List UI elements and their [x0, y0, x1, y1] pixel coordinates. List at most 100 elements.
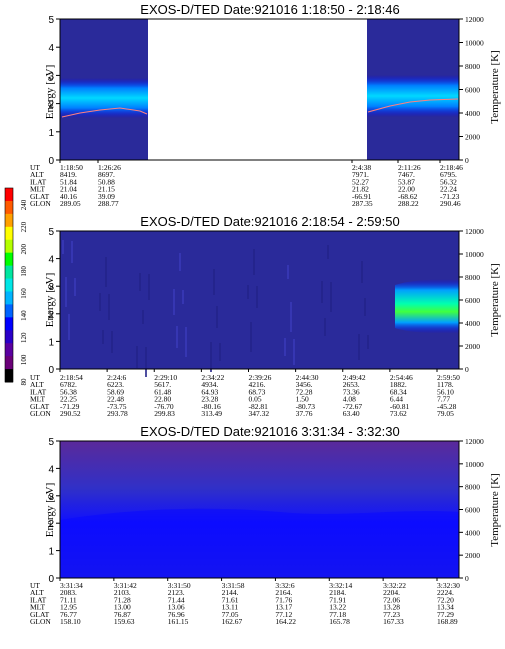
- table-cell: 3456.: [296, 380, 313, 389]
- panel-2-orbit-table: UTALTILATMLTGLATGLON2:18:546782.56.3822.…: [30, 369, 460, 418]
- table-cell: 13.34: [437, 603, 454, 612]
- noise-streak: [213, 269, 215, 295]
- table-cell: 2083.: [60, 588, 77, 597]
- table-row-label: ILAT: [30, 595, 47, 604]
- table-row-label: GLAT: [30, 402, 50, 411]
- table-cell: 290.52: [60, 409, 81, 418]
- table-cell: -71.23: [440, 192, 460, 201]
- table-cell: 8419.: [60, 170, 77, 179]
- table-cell: 3:31:50: [168, 581, 191, 590]
- noise-streak: [74, 278, 76, 296]
- noise-streak: [287, 265, 289, 279]
- y-tick-label: 4: [48, 43, 54, 54]
- table-cell: 50.88: [98, 177, 115, 186]
- table-cell: 4216.: [249, 380, 266, 389]
- y-tick-label: 5: [48, 15, 54, 26]
- table-cell: -71.29: [60, 402, 80, 411]
- panel-3-lower-band: [60, 508, 459, 578]
- noise-streak: [361, 261, 363, 283]
- table-cell: 56.32: [440, 177, 457, 186]
- table-cell: 71.11: [60, 595, 77, 604]
- table-cell: 56.38: [60, 387, 77, 396]
- y2-tick-label: 10000: [465, 460, 484, 469]
- table-cell: 68.34: [390, 387, 407, 396]
- y2-tick-label: 6000: [465, 296, 480, 305]
- table-row-label: MLT: [30, 603, 46, 612]
- table-cell: -80.16: [201, 402, 221, 411]
- y-tick-label: 0: [48, 365, 54, 376]
- table-cell: 0.05: [249, 395, 262, 404]
- noise-streak: [330, 282, 332, 312]
- table-cell: 4934.: [201, 380, 218, 389]
- table-cell: 13.00: [114, 603, 131, 612]
- noise-streak: [216, 306, 218, 328]
- panel-1-band-1: [60, 78, 148, 118]
- panel-2-y-ticks: 0 1 2 3 4 5: [48, 227, 60, 376]
- colorbar-tick-label: 160: [20, 288, 28, 299]
- table-cell: -66.91: [352, 192, 372, 201]
- panel-1-temperature-trace-2: [367, 98, 459, 113]
- y-tick-label: 2: [48, 100, 54, 111]
- table-cell: 2:18:54: [60, 373, 83, 382]
- table-cell: 164.22: [275, 617, 296, 626]
- table-cell: 165.78: [329, 617, 350, 626]
- table-cell: 7467.: [398, 170, 415, 179]
- table-cell: 313.49: [201, 409, 222, 418]
- y2-tick-label: 6000: [465, 86, 480, 95]
- y2-tick-label: 0: [465, 365, 469, 374]
- table-cell: 287.35: [352, 199, 373, 208]
- noise-streak: [145, 347, 147, 377]
- noise-streak: [99, 293, 101, 311]
- table-cell: 64.93: [201, 387, 218, 396]
- table-cell: -68.62: [398, 192, 418, 201]
- colorbar-swatch: [5, 304, 13, 318]
- panel-1: EXOS-D/TED Date:921016 1:18:50 - 2:18:46…: [30, 2, 501, 208]
- table-cell: 52.27: [352, 177, 369, 186]
- noise-streak: [293, 339, 295, 365]
- table-cell: 288.22: [398, 199, 419, 208]
- table-cell: 2:24:6: [107, 373, 126, 382]
- colorbar-swatch: [5, 213, 13, 228]
- table-cell: -76.70: [154, 402, 174, 411]
- y-tick-label: 3: [48, 492, 54, 503]
- noise-streak: [253, 249, 255, 275]
- noise-streak: [108, 294, 110, 320]
- table-cell: 13.28: [383, 603, 400, 612]
- table-row-label: MLT: [30, 185, 46, 194]
- noise-streak: [71, 241, 73, 263]
- panel-2-y2-ticks: 0 2000 4000 6000 8000 10000 12000: [459, 227, 484, 374]
- table-cell: 51.84: [60, 177, 77, 186]
- table-cell: -60.81: [390, 402, 410, 411]
- table-cell: 13.11: [222, 603, 239, 612]
- table-cell: 3:31:58: [222, 581, 245, 590]
- y2-tick-label: 12000: [465, 227, 484, 236]
- y-tick-label: 0: [48, 574, 54, 585]
- table-cell: 2184.: [329, 588, 346, 597]
- table-row-label: GLON: [30, 409, 51, 418]
- table-cell: 76.77: [60, 610, 77, 619]
- table-cell: -82.81: [249, 402, 269, 411]
- table-cell: 3:31:34: [60, 581, 83, 590]
- table-cell: 290.46: [440, 199, 461, 208]
- table-cell: 158.10: [60, 617, 81, 626]
- table-cell: 73.62: [390, 409, 407, 418]
- colorbar-tick-label: 120: [20, 332, 28, 343]
- noise-streak: [250, 322, 252, 352]
- table-row-label: GLON: [30, 617, 51, 626]
- table-cell: 77.05: [222, 610, 239, 619]
- noise-streak: [367, 335, 369, 349]
- table-cell: 3:31:42: [114, 581, 137, 590]
- y2-tick-label: 8000: [465, 273, 480, 282]
- panel-2-title: EXOS-D/TED Date:921016 2:18:54 - 2:59:50: [140, 214, 399, 229]
- colorbar-tick-label: 80: [20, 378, 28, 386]
- table-cell: 293.78: [107, 409, 128, 418]
- table-cell: 5617.: [154, 380, 171, 389]
- noise-streak: [62, 240, 64, 254]
- table-cell: 299.83: [154, 409, 175, 418]
- panel-3-y2-ticks: 0 2000 4000 6000 8000 10000 12000: [459, 437, 484, 583]
- panel-1-y2-ticks: 0 2000 4000 6000 8000 10000 12000: [459, 15, 484, 165]
- table-cell: 71.76: [275, 595, 292, 604]
- noise-streak: [219, 343, 221, 361]
- table-cell: 22.48: [107, 395, 124, 404]
